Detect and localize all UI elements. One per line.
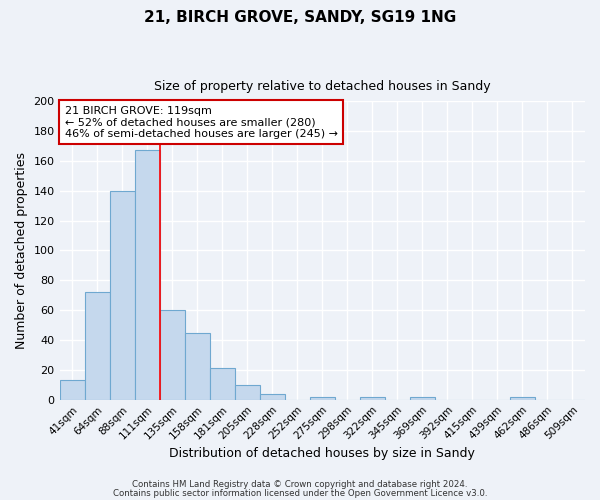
X-axis label: Distribution of detached houses by size in Sandy: Distribution of detached houses by size … bbox=[169, 447, 475, 460]
Text: 21 BIRCH GROVE: 119sqm
← 52% of detached houses are smaller (280)
46% of semi-de: 21 BIRCH GROVE: 119sqm ← 52% of detached… bbox=[65, 106, 338, 139]
Bar bbox=[410, 396, 435, 400]
Bar bbox=[260, 394, 285, 400]
Bar bbox=[510, 396, 535, 400]
Text: Contains public sector information licensed under the Open Government Licence v3: Contains public sector information licen… bbox=[113, 488, 487, 498]
Y-axis label: Number of detached properties: Number of detached properties bbox=[15, 152, 28, 349]
Bar bbox=[209, 368, 235, 400]
Bar bbox=[235, 385, 260, 400]
Bar bbox=[59, 380, 85, 400]
Text: Contains HM Land Registry data © Crown copyright and database right 2024.: Contains HM Land Registry data © Crown c… bbox=[132, 480, 468, 489]
Bar bbox=[134, 150, 160, 400]
Bar bbox=[160, 310, 185, 400]
Bar bbox=[85, 292, 110, 400]
Bar bbox=[360, 396, 385, 400]
Title: Size of property relative to detached houses in Sandy: Size of property relative to detached ho… bbox=[154, 80, 491, 93]
Bar bbox=[185, 332, 209, 400]
Bar bbox=[110, 190, 134, 400]
Text: 21, BIRCH GROVE, SANDY, SG19 1NG: 21, BIRCH GROVE, SANDY, SG19 1NG bbox=[144, 10, 456, 25]
Bar bbox=[310, 396, 335, 400]
